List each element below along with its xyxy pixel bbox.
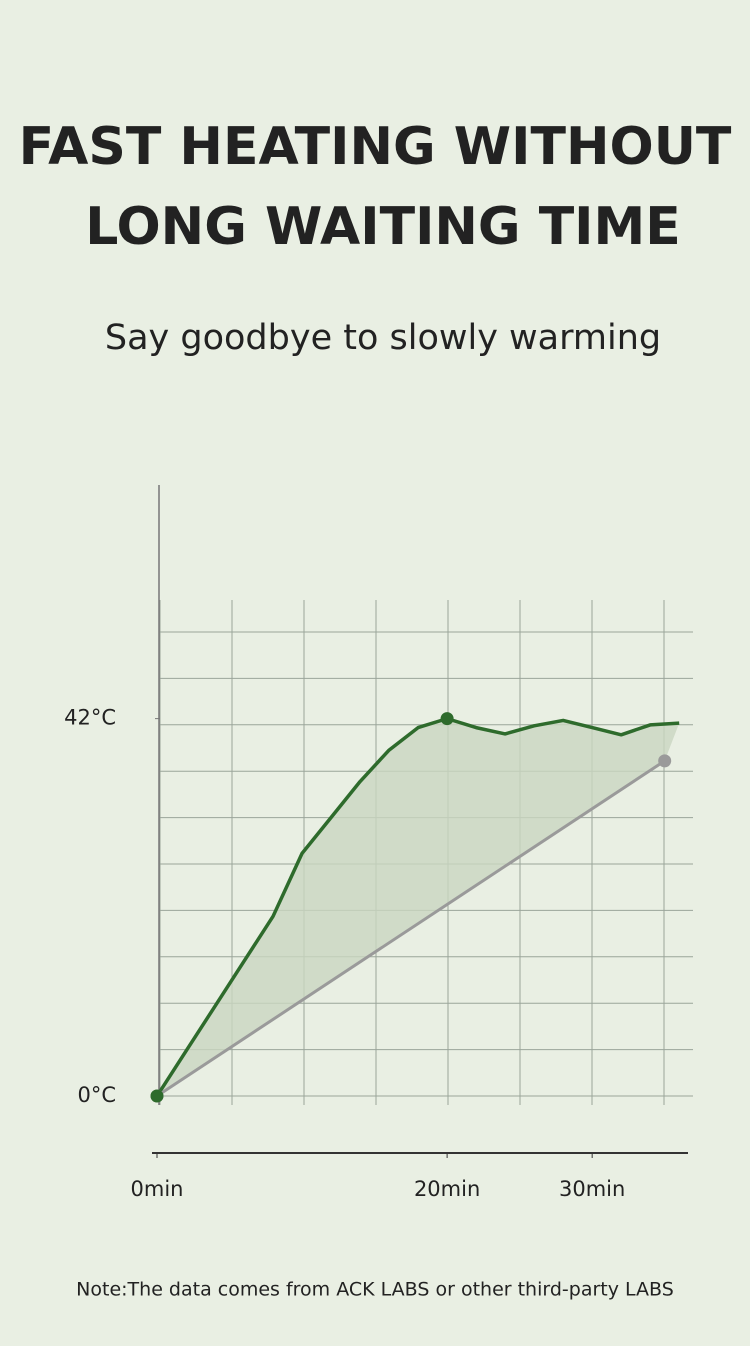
series-line [155, 716, 680, 1097]
x-tick-label: 30min [559, 1177, 625, 1201]
area-fill [157, 718, 680, 1097]
chart-subtitle: Say goodbye to slowly warming [105, 318, 661, 358]
point [658, 754, 672, 768]
chart-title: LONG WAITING TIME [85, 197, 681, 257]
series-line [156, 759, 666, 1098]
point [440, 712, 454, 726]
note: Note:The data comes from ACK LABS or oth… [76, 1279, 674, 1301]
x-tick-label: 0min [131, 1177, 184, 1201]
x-tick-label: 20min [414, 1177, 480, 1201]
chart-title: FAST HEATING WITHOUT [19, 117, 732, 177]
y-tick-label: 0°C [77, 1083, 116, 1107]
point [150, 1089, 164, 1103]
y-tick-label: 42°C [64, 706, 116, 730]
